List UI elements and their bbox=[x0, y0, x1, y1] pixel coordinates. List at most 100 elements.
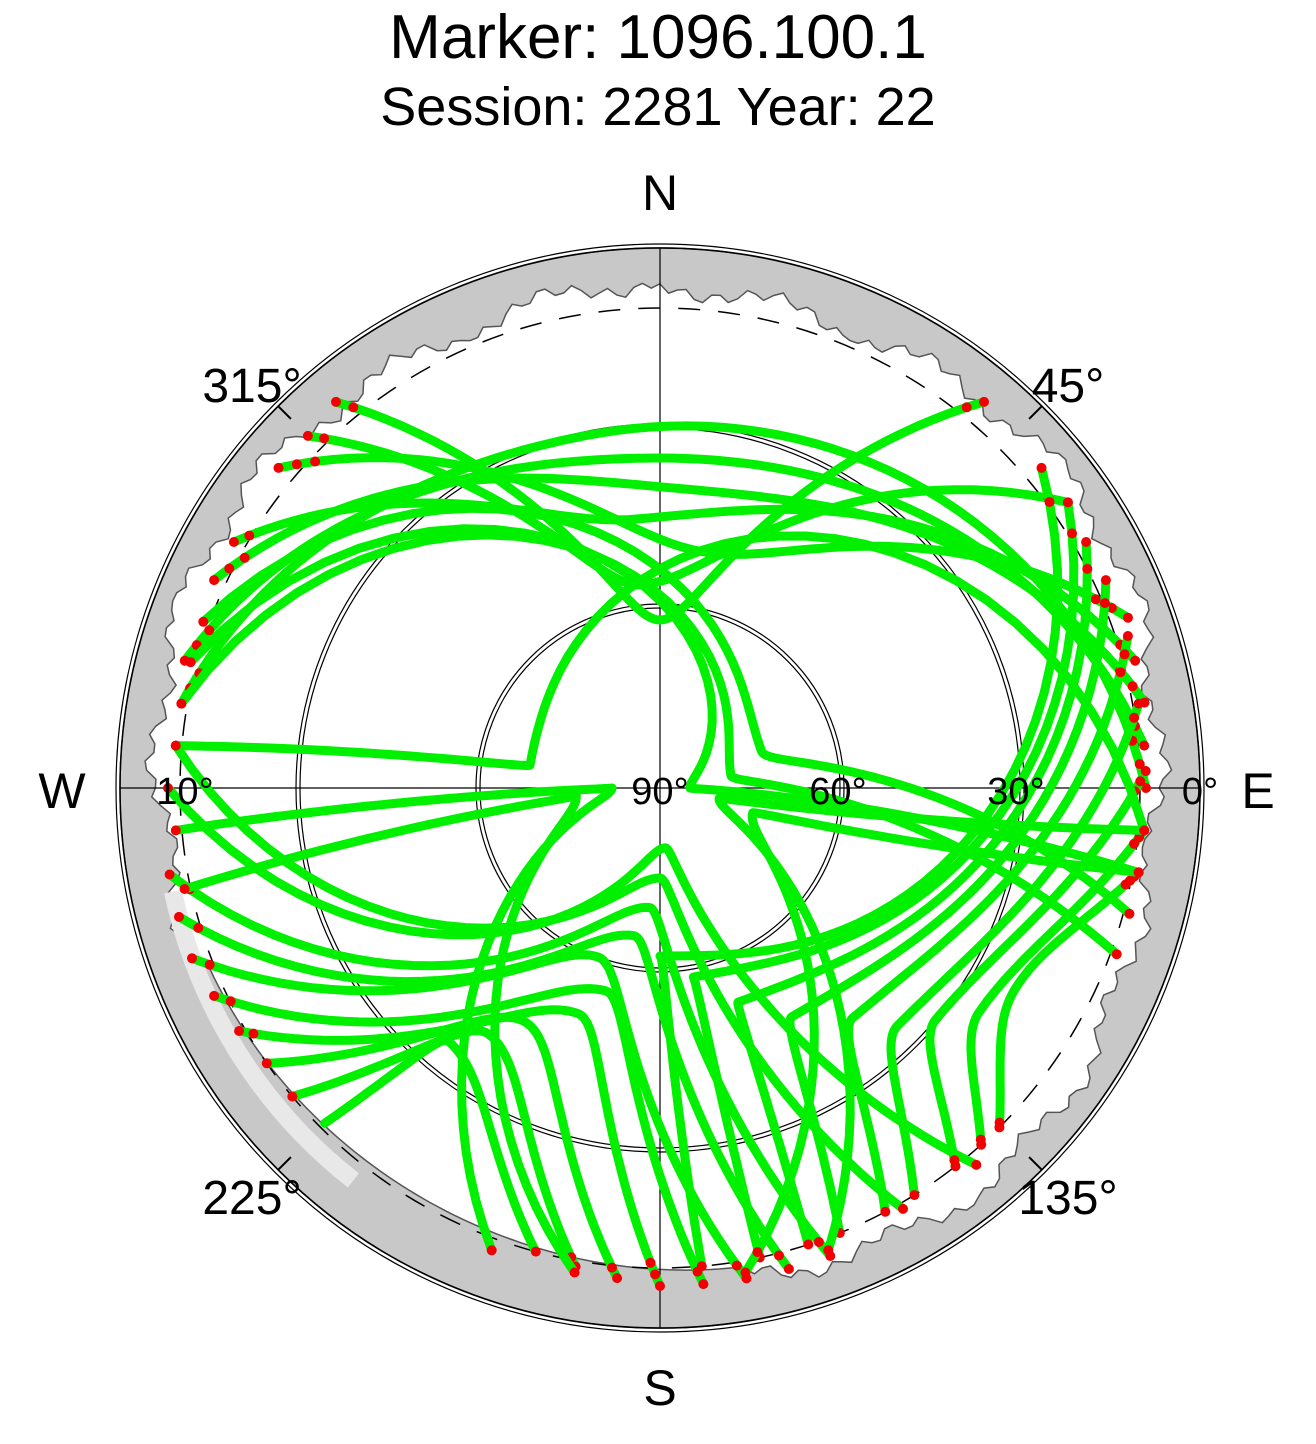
flagged-point bbox=[698, 1279, 709, 1290]
track-line bbox=[209, 984, 708, 1289]
flagged-point bbox=[650, 1269, 661, 1280]
flagged-point bbox=[898, 1203, 908, 1214]
flagged-point bbox=[204, 959, 215, 970]
flagged-point bbox=[950, 1161, 961, 1172]
flagged-point bbox=[1120, 879, 1131, 890]
track-line bbox=[925, 766, 1151, 1171]
track-line bbox=[187, 950, 751, 1283]
flagged-point bbox=[1127, 681, 1138, 692]
track-line bbox=[287, 1026, 581, 1272]
flagged-point bbox=[1036, 462, 1047, 473]
el-label-30: 30° bbox=[987, 771, 1044, 813]
track-18 bbox=[688, 497, 1079, 1263]
flagged-point bbox=[1141, 783, 1151, 793]
flagged-point bbox=[979, 396, 989, 407]
track-line bbox=[714, 793, 1149, 1255]
az-tick-135 bbox=[1028, 1156, 1043, 1171]
track-0 bbox=[331, 396, 989, 625]
track-13 bbox=[234, 1005, 665, 1291]
flagged-point bbox=[1081, 537, 1092, 547]
track-14 bbox=[261, 1012, 623, 1284]
el-label-10: 10° bbox=[156, 771, 213, 813]
flagged-point bbox=[1099, 598, 1110, 609]
track-line bbox=[171, 531, 1149, 835]
flagged-point bbox=[1133, 698, 1144, 709]
flagged-point bbox=[204, 625, 215, 636]
flagged-point bbox=[1139, 825, 1150, 836]
flagged-point bbox=[1067, 528, 1077, 539]
flagged-point bbox=[1124, 908, 1135, 919]
flagged-point bbox=[909, 1190, 920, 1201]
flagged-point bbox=[752, 1247, 763, 1258]
flagged-point bbox=[880, 1206, 891, 1217]
dir-north: N bbox=[642, 165, 678, 221]
flagged-point bbox=[239, 552, 250, 563]
flagged-point bbox=[170, 825, 181, 836]
el-label-90: 90° bbox=[631, 771, 688, 813]
track-line bbox=[262, 1012, 622, 1283]
flagged-point bbox=[1140, 766, 1151, 776]
flagged-point bbox=[740, 1267, 751, 1278]
flagged-point bbox=[803, 1239, 814, 1250]
flagged-point bbox=[176, 698, 187, 709]
flagged-point bbox=[774, 1250, 784, 1261]
flagged-point bbox=[273, 462, 284, 473]
flagged-point bbox=[1119, 649, 1130, 660]
track-line bbox=[655, 463, 1062, 1271]
track-16 bbox=[320, 1035, 541, 1257]
flagged-point bbox=[1123, 612, 1133, 623]
flagged-point bbox=[1111, 949, 1122, 960]
az-tick-315 bbox=[277, 405, 292, 420]
flagged-point bbox=[1129, 838, 1140, 849]
flagged-point bbox=[234, 1026, 245, 1036]
track-line bbox=[176, 421, 1151, 793]
flagged-point bbox=[261, 1058, 272, 1069]
flagged-point bbox=[1134, 759, 1145, 770]
flagged-point bbox=[976, 1139, 987, 1150]
el-label-0: 0° bbox=[1182, 771, 1218, 813]
track-line bbox=[171, 741, 908, 1214]
axis-labels: N S W E 45° 135° 225° 315° 0° 10° 30° 60… bbox=[38, 165, 1274, 1416]
flagged-point bbox=[1133, 867, 1144, 878]
track-30 bbox=[170, 783, 617, 1256]
flagged-point bbox=[228, 537, 239, 547]
flagged-point bbox=[783, 1264, 794, 1274]
flagged-point bbox=[1115, 667, 1126, 678]
flagged-point bbox=[209, 575, 220, 586]
track-line bbox=[331, 397, 989, 625]
track-32 bbox=[714, 793, 1150, 1256]
az-label-225: 225° bbox=[202, 1172, 301, 1225]
flagged-point bbox=[225, 996, 236, 1007]
flagged-point bbox=[163, 783, 173, 793]
track-line bbox=[688, 497, 1079, 1262]
dir-south: S bbox=[643, 1360, 676, 1416]
flagged-point bbox=[1044, 497, 1055, 507]
track-25 bbox=[994, 867, 1144, 1133]
track-21 bbox=[843, 631, 1133, 1217]
flagged-point bbox=[331, 396, 341, 407]
flagged-point bbox=[179, 884, 190, 894]
flagged-point bbox=[612, 1273, 623, 1284]
flagged-point bbox=[209, 990, 220, 1001]
track-line bbox=[209, 473, 1149, 708]
track-33 bbox=[740, 808, 1144, 1278]
az-tick-45 bbox=[1028, 405, 1043, 420]
chart-title: Marker: 1096.100.1 bbox=[389, 3, 927, 72]
flagged-point bbox=[1062, 497, 1073, 508]
track-line bbox=[171, 783, 617, 1255]
dir-east: E bbox=[1241, 763, 1274, 819]
el-label-60: 60° bbox=[809, 771, 866, 813]
track-line bbox=[320, 1035, 541, 1257]
track-28 bbox=[198, 503, 1135, 919]
flagged-point bbox=[1100, 575, 1111, 586]
flagged-point bbox=[198, 616, 209, 627]
flagged-point bbox=[244, 530, 255, 541]
track-27 bbox=[176, 530, 1122, 960]
flagged-point bbox=[164, 869, 175, 880]
track-line bbox=[234, 1005, 665, 1291]
flagged-point bbox=[971, 1159, 982, 1170]
az-label-315: 315° bbox=[202, 360, 301, 413]
az-label-45: 45° bbox=[1032, 360, 1105, 413]
flagged-point bbox=[530, 1246, 541, 1257]
